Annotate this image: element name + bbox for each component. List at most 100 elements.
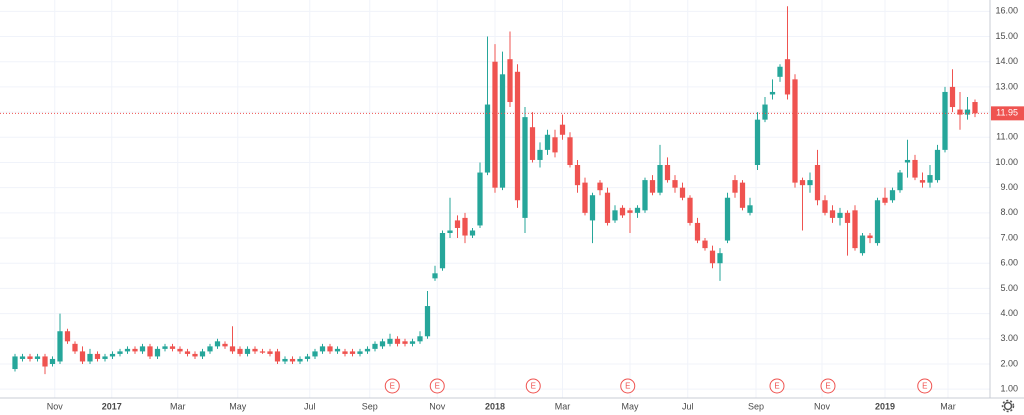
- candle-body: [627, 210, 633, 213]
- earnings-label: E: [390, 382, 395, 391]
- candle-body: [499, 74, 506, 188]
- y-tick-label: 10.00: [995, 157, 1018, 167]
- candle-body: [372, 343, 378, 349]
- candle-body: [544, 134, 551, 150]
- candle-body: [417, 336, 423, 342]
- candle-body: [162, 346, 168, 349]
- candle-body: [102, 356, 108, 359]
- candle-body: [867, 235, 873, 239]
- candle-body: [154, 348, 161, 357]
- y-tick-label: 2.00: [1000, 358, 1018, 368]
- candle-body: [957, 109, 963, 115]
- last-price-box: [991, 106, 1024, 121]
- candle-body: [672, 180, 678, 188]
- candle-body: [289, 358, 296, 362]
- candle-body: [792, 79, 798, 183]
- candle-body: [709, 250, 716, 264]
- candle-body: [117, 351, 123, 354]
- settings-icon[interactable]: [1001, 399, 1015, 413]
- candle-body: [469, 230, 476, 236]
- x-tick-label: Jul: [304, 401, 316, 411]
- candle-body: [492, 61, 498, 188]
- candle-body: [192, 353, 198, 357]
- x-tick-label: Mar: [940, 401, 956, 411]
- candle-body: [169, 346, 176, 349]
- candle-body: [694, 222, 701, 241]
- candle-body: [582, 182, 588, 213]
- candle-body: [777, 66, 783, 77]
- earnings-label: E: [435, 382, 440, 391]
- candle-body: [387, 338, 393, 344]
- earnings-marker: [620, 378, 636, 394]
- candle-body: [522, 117, 528, 218]
- candle-body: [199, 351, 206, 357]
- candle-body: [177, 348, 183, 352]
- candle-body: [334, 348, 341, 352]
- candle-body: [304, 356, 311, 359]
- y-tick-label: 1.00: [1000, 384, 1018, 394]
- candle-body: [642, 180, 648, 211]
- candle-body: [274, 351, 281, 362]
- candle-body: [462, 217, 468, 236]
- candle-body: [207, 346, 213, 352]
- x-tick-label: Jul: [682, 401, 694, 411]
- candle-body: [319, 346, 326, 352]
- candle-body: [267, 351, 273, 354]
- y-tick-label: 8.00: [1000, 207, 1018, 217]
- candle-body: [949, 86, 956, 108]
- earnings-marker: [525, 378, 541, 394]
- y-tick-label: 11.00: [996, 132, 1018, 142]
- earnings-label: E: [531, 382, 536, 391]
- candle-body: [252, 348, 258, 352]
- candle-body: [312, 351, 318, 357]
- candle-body: [282, 358, 288, 362]
- candle-body: [732, 180, 738, 193]
- candle-body: [244, 348, 251, 354]
- candle-body: [964, 109, 971, 115]
- candle-body: [942, 91, 948, 150]
- candle-body: [619, 207, 626, 216]
- candle-body: [432, 273, 438, 279]
- candle-body: [837, 212, 843, 218]
- candle-body: [327, 346, 333, 352]
- x-tick-label: Mar: [555, 401, 571, 411]
- x-tick-label: Mar: [170, 401, 186, 411]
- candle-body: [597, 182, 603, 191]
- candle-body: [64, 331, 71, 342]
- candle-body: [919, 180, 926, 183]
- candle-body: [72, 343, 78, 352]
- candle-body: [57, 331, 63, 362]
- y-tick-label: 16.00: [995, 6, 1018, 16]
- earnings-label: E: [625, 382, 630, 391]
- candle-body: [754, 119, 761, 165]
- candle-body: [394, 338, 401, 344]
- earnings-marker: [384, 378, 400, 394]
- y-tick-label: 13.00: [995, 81, 1018, 91]
- candle-body: [612, 210, 618, 221]
- candle-body: [12, 356, 18, 370]
- candle-body: [904, 159, 911, 163]
- candle-body: [927, 175, 933, 183]
- y-tick-label: 4.00: [1000, 308, 1018, 318]
- candle-body: [604, 192, 611, 223]
- candle-body: [799, 180, 806, 186]
- candle-body: [762, 104, 768, 120]
- candle-body: [34, 356, 41, 359]
- candle-body: [484, 104, 491, 173]
- candle-body: [859, 235, 866, 254]
- candle-body: [814, 164, 821, 201]
- candle-body: [237, 348, 243, 354]
- x-tick-label: 2017: [102, 401, 122, 411]
- candle-body: [342, 351, 348, 354]
- candle-body: [447, 230, 453, 234]
- earnings-marker: [429, 378, 445, 394]
- candle-body: [529, 127, 536, 160]
- candle-body: [972, 102, 978, 114]
- candle-body: [439, 233, 446, 269]
- candle-body: [882, 197, 888, 203]
- candle-body: [552, 137, 558, 153]
- candle-body: [724, 197, 731, 241]
- candle-body: [357, 351, 363, 354]
- earnings-marker: [917, 378, 933, 394]
